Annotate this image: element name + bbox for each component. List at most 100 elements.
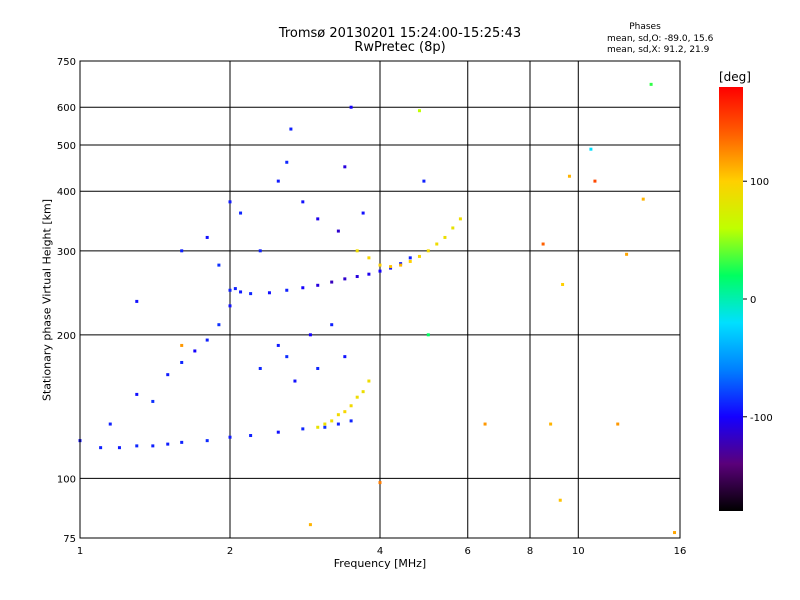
data-point	[443, 235, 447, 239]
colorbar-tick-label: 0	[750, 295, 756, 306]
data-point	[426, 333, 430, 337]
x-tick-label: 2	[227, 546, 233, 557]
data-point	[343, 410, 347, 414]
data-point	[316, 217, 320, 221]
data-point	[180, 360, 184, 364]
data-point	[367, 256, 371, 260]
data-point	[108, 422, 112, 426]
data-point	[301, 427, 305, 431]
data-point	[135, 392, 139, 396]
data-point	[166, 373, 170, 377]
data-point	[316, 425, 320, 429]
data-point	[349, 404, 353, 408]
plot-frame	[79, 60, 681, 539]
data-point	[589, 147, 593, 151]
data-point	[422, 179, 426, 183]
data-point	[228, 304, 232, 308]
data-point	[293, 379, 297, 383]
y-tick-label: 200	[57, 331, 76, 342]
data-point	[205, 439, 209, 443]
chart-title: Tromsø 20130201 15:24:00-15:25:43	[278, 26, 522, 41]
data-point	[205, 338, 209, 342]
data-point	[378, 263, 382, 267]
colorbar-tick-label: -100	[750, 413, 773, 424]
data-point	[355, 275, 359, 279]
x-tick-label: 16	[674, 546, 687, 557]
colorbar: 100 0 -100	[719, 87, 773, 511]
x-tick-label: 1	[77, 546, 83, 557]
data-point	[135, 299, 139, 303]
data-point	[217, 323, 221, 327]
data-point	[151, 399, 155, 403]
data-point	[593, 179, 597, 183]
data-point	[228, 435, 232, 439]
data-point	[316, 366, 320, 370]
x-tick-label: 10	[572, 546, 585, 557]
data-point	[267, 291, 271, 295]
data-point	[180, 249, 184, 253]
data-point	[399, 263, 403, 267]
data-point	[343, 355, 347, 359]
data-point	[239, 211, 243, 215]
data-point	[541, 242, 545, 246]
data-point	[193, 349, 197, 353]
grid	[80, 61, 680, 538]
data-point	[117, 446, 121, 450]
x-tick-label: 8	[527, 546, 533, 557]
data-point	[205, 235, 209, 239]
data-point	[408, 256, 412, 260]
data-point	[258, 366, 262, 370]
data-point	[561, 282, 565, 286]
data-point	[567, 174, 571, 178]
data-point	[239, 290, 243, 294]
data-point	[308, 333, 312, 337]
data-point	[258, 249, 262, 253]
y-tick-label: 75	[63, 534, 76, 545]
data-point	[323, 425, 327, 429]
data-point	[649, 82, 653, 86]
data-point	[378, 269, 382, 273]
chart-subtitle: RwPretec (8p)	[354, 40, 446, 55]
x-axis-label: Frequency [MHz]	[333, 557, 427, 570]
data-point	[378, 481, 382, 485]
phase-stats-heading: Phases	[629, 22, 661, 32]
data-point	[316, 283, 320, 287]
y-axis-ticks: 75 100 200 300 400 500 600 750	[57, 57, 76, 545]
data-point	[343, 165, 347, 169]
data-point	[285, 355, 289, 359]
data-point	[483, 422, 487, 426]
colorbar-unit-label: [deg]	[719, 70, 751, 84]
data-point	[180, 440, 184, 444]
data-point	[180, 343, 184, 347]
data-point	[408, 259, 412, 263]
data-point	[616, 422, 620, 426]
data-point	[361, 390, 365, 394]
data-point	[249, 434, 253, 438]
data-point	[228, 200, 232, 204]
data-point	[349, 419, 353, 423]
x-axis-ticks: 1 2 4 6 8 10 16	[77, 546, 687, 557]
x-tick-label: 4	[377, 546, 383, 557]
y-tick-label: 500	[57, 141, 76, 152]
data-point	[451, 226, 455, 230]
data-point	[228, 288, 232, 292]
data-point	[349, 105, 353, 109]
y-tick-label: 750	[57, 57, 76, 68]
data-point	[330, 419, 334, 423]
phase-stats-x-mode: mean, sd,X: 91.2, 21.9	[607, 45, 710, 55]
data-point	[389, 265, 393, 269]
colorbar-gradient	[719, 87, 743, 511]
data-point	[558, 498, 562, 502]
data-point	[426, 249, 430, 253]
data-point	[301, 200, 305, 204]
data-point	[323, 422, 327, 426]
data-point	[217, 263, 221, 267]
data-point	[330, 280, 334, 284]
data-point	[276, 179, 280, 183]
y-tick-label: 600	[57, 103, 76, 114]
data-point	[458, 217, 462, 221]
y-tick-label: 400	[57, 187, 76, 198]
data-point	[673, 531, 677, 535]
data-point	[435, 242, 439, 246]
data-point	[336, 413, 340, 417]
